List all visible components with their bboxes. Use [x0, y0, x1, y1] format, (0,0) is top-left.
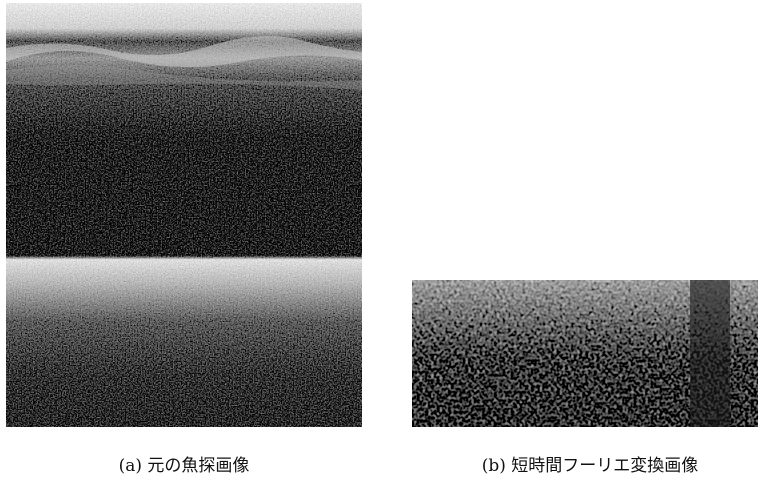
figure	[0, 0, 758, 480]
caption: (b) 短時間フーリエ変換画像	[470, 451, 710, 476]
stft-stripe	[690, 280, 730, 427]
page: (a) 元の魚探画像 (b) 短時間フーリエ変換画像 (() => { cons…	[0, 0, 758, 480]
caption: (a) 元の魚探画像	[84, 451, 284, 476]
